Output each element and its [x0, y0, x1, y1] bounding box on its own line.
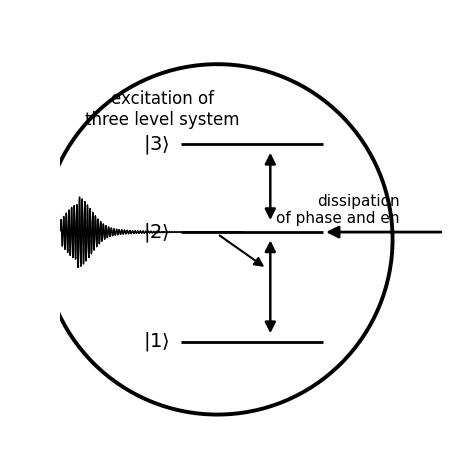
Text: $|2\rangle$: $|2\rangle$ [143, 220, 170, 244]
Text: $|1\rangle$: $|1\rangle$ [143, 330, 170, 353]
Text: excitation of
three level system: excitation of three level system [85, 90, 240, 128]
Text: dissipation
of phase and en: dissipation of phase and en [276, 194, 400, 227]
Text: $|3\rangle$: $|3\rangle$ [143, 133, 170, 156]
